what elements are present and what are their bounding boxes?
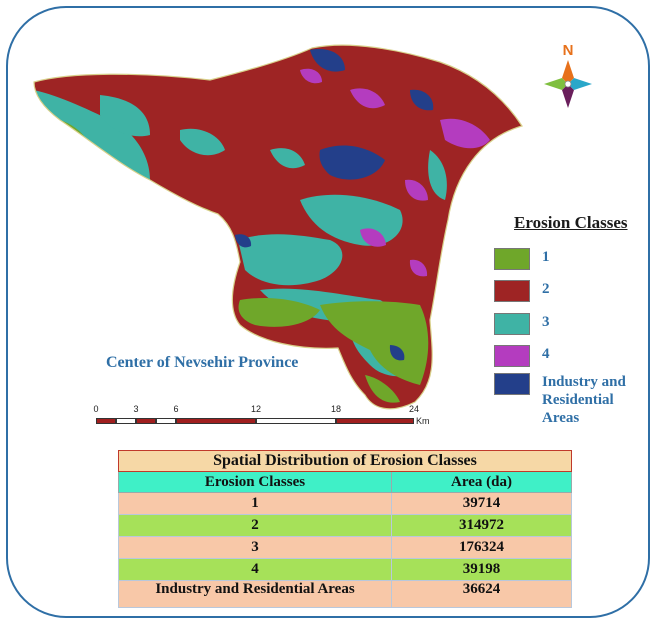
scale-segment (176, 418, 256, 424)
table-cell-class: 4 (118, 558, 392, 581)
table-cell-class: 1 (118, 492, 392, 515)
legend-title: Erosion Classes (514, 213, 628, 232)
legend-item-4: 4 (494, 345, 652, 367)
scale-segment (116, 418, 136, 424)
legend-label: 4 (542, 346, 550, 362)
legend-label: 3 (542, 314, 550, 330)
table-row: Industry and Residential Areas 36624 (118, 580, 572, 608)
legend-label: 2 (542, 281, 550, 297)
table-row: 3 176324 (118, 536, 572, 559)
table-cell-area: 314972 (391, 514, 572, 537)
legend-swatch (494, 313, 530, 335)
table-cell-class: 2 (118, 514, 392, 537)
north-arrow: N (536, 42, 600, 116)
map-region-label: Center of Nevsehir Province (106, 354, 299, 371)
table-title: Spatial Distribution of Erosion Classes (118, 450, 572, 472)
scale-tick: 0 (93, 404, 99, 414)
legend-item-3: 3 (494, 313, 652, 335)
legend-item-industry: Industry and Residential Areas (494, 373, 652, 427)
erosion-distribution-table: Spatial Distribution of Erosion Classes … (118, 450, 572, 608)
scale-segment (156, 418, 176, 424)
scale-tick: 12 (250, 404, 262, 414)
north-label: N (562, 42, 574, 59)
table-header-area: Area (da) (391, 471, 572, 493)
scale-unit: Km (416, 416, 430, 426)
table-cell-area: 39714 (391, 492, 572, 515)
table-header-class: Erosion Classes (118, 471, 392, 493)
scale-segment (256, 418, 336, 424)
legend-swatch (494, 248, 530, 270)
legend-swatch (494, 345, 530, 367)
table-row: 4 39198 (118, 558, 572, 581)
scale-tick: 18 (330, 404, 342, 414)
legend-swatch (494, 280, 530, 302)
table-row: 2 314972 (118, 514, 572, 537)
scale-tick: 3 (133, 404, 139, 414)
map-frame (6, 6, 650, 618)
scale-segment (96, 418, 116, 424)
table-cell-area: 176324 (391, 536, 572, 559)
table-cell-area: 36624 (391, 580, 572, 608)
scale-segment (136, 418, 156, 424)
legend-swatch (494, 373, 530, 395)
table-row: 1 39714 (118, 492, 572, 515)
legend-item-2: 2 (494, 280, 652, 302)
scale-bar: 0 3 6 12 18 24 Km (92, 404, 432, 430)
table-cell-class: Industry and Residential Areas (118, 580, 392, 608)
legend-label: Industry and Residential Areas (542, 374, 626, 426)
legend-item-1: 1 (494, 248, 652, 270)
scale-segment (336, 418, 414, 424)
legend-label: 1 (542, 249, 550, 265)
table-cell-class: 3 (118, 536, 392, 559)
table-cell-area: 39198 (391, 558, 572, 581)
scale-tick: 6 (173, 404, 179, 414)
scale-tick: 24 (408, 404, 420, 414)
compass-rose-icon (544, 60, 592, 108)
